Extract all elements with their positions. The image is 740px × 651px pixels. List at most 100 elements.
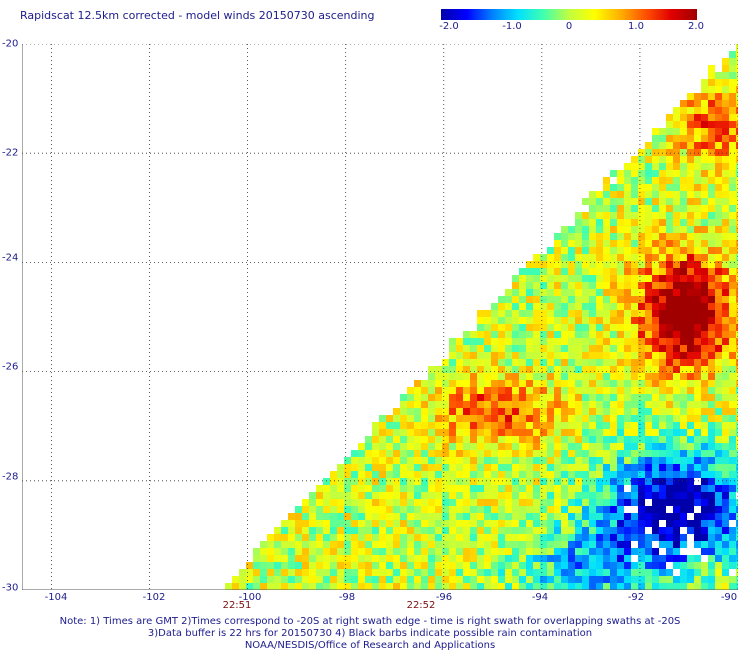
swath-cell [393, 471, 400, 478]
swath-cell [330, 485, 337, 492]
swath-cell [295, 555, 302, 562]
swath-cell [645, 436, 652, 443]
swath-cell [624, 163, 631, 170]
swath-cell [547, 499, 554, 506]
swath-cell [736, 289, 738, 296]
swath-cell [554, 296, 561, 303]
swath-cell [414, 457, 421, 464]
swath-cell [365, 436, 372, 443]
swath-cell [715, 457, 722, 464]
swath-cell [288, 534, 295, 541]
swath-cell [715, 282, 722, 289]
swath-cell [715, 205, 722, 212]
swath-cell [505, 317, 512, 324]
swath-cell [729, 359, 736, 366]
swath-cell [505, 338, 512, 345]
swath-cell [533, 275, 540, 282]
swath-cell [729, 79, 736, 86]
swath-cell [722, 352, 729, 359]
swath-cell [680, 114, 687, 121]
swath-cell [659, 303, 666, 310]
swath-cell [295, 534, 302, 541]
swath-cell [358, 583, 365, 590]
swath-cell [351, 450, 358, 457]
swath-cell [568, 240, 575, 247]
swath-cell [652, 352, 659, 359]
swath-cell [477, 583, 484, 590]
swath-cell [701, 443, 708, 450]
swath-cell [575, 471, 582, 478]
swath-cell [617, 478, 624, 485]
swath-cell [491, 583, 498, 590]
swath-cell [610, 275, 617, 282]
swath-cell [477, 492, 484, 499]
swath-cell [617, 527, 624, 534]
swath-cell [722, 310, 729, 317]
swath-cell [533, 534, 540, 541]
swath-cell [421, 520, 428, 527]
swath-cell [547, 338, 554, 345]
swath-cell [722, 65, 729, 72]
swath-cell [400, 499, 407, 506]
swath-cell [617, 296, 624, 303]
swath-cell [666, 485, 673, 492]
swath-cell [533, 422, 540, 429]
swath-cell [736, 219, 738, 226]
swath-cell [617, 506, 624, 513]
swath-cell [491, 506, 498, 513]
swath-cell [694, 163, 701, 170]
swath-cell [680, 226, 687, 233]
swath-cell [449, 485, 456, 492]
swath-cell [638, 436, 645, 443]
swath-cell [645, 184, 652, 191]
swath-cell [484, 429, 491, 436]
swath-cell [344, 548, 351, 555]
swath-cell [645, 303, 652, 310]
swath-cell [526, 359, 533, 366]
swath-cell [722, 464, 729, 471]
swath-cell [680, 198, 687, 205]
swath-cell [407, 478, 414, 485]
swath-cell [554, 471, 561, 478]
swath-cell [526, 366, 533, 373]
swath-cell [554, 331, 561, 338]
swath-cell [631, 289, 638, 296]
swath-cell [729, 464, 736, 471]
colorbar-label-neg1: -1.0 [502, 21, 522, 32]
swath-cell [715, 366, 722, 373]
swath-cell [505, 401, 512, 408]
swath-cell [701, 534, 708, 541]
swath-cell [589, 212, 596, 219]
swath-cell [722, 499, 729, 506]
swath-cell [463, 485, 470, 492]
swath-cell [456, 387, 463, 394]
swath-cell [519, 436, 526, 443]
swath-cell [309, 583, 316, 590]
swath-cell [554, 520, 561, 527]
swath-cell [603, 464, 610, 471]
swath-cell [687, 527, 694, 534]
swath-cell [603, 254, 610, 261]
swath-cell [638, 527, 645, 534]
swath-cell [715, 212, 722, 219]
swath-cell [694, 296, 701, 303]
swath-cell [351, 492, 358, 499]
swath-cell [491, 408, 498, 415]
swath-cell [582, 226, 589, 233]
swath-cell [442, 478, 449, 485]
swath-cell [512, 338, 519, 345]
swath-cell [575, 275, 582, 282]
swath-cell [379, 548, 386, 555]
swath-cell [603, 226, 610, 233]
swath-cell [344, 485, 351, 492]
swath-cell [666, 450, 673, 457]
swath-cell [666, 198, 673, 205]
swath-cell [638, 303, 645, 310]
swath-cell [610, 226, 617, 233]
swath-cell [722, 261, 729, 268]
swath-cell [477, 534, 484, 541]
swath-cell [736, 436, 738, 443]
swath-cell [603, 191, 610, 198]
swath-cell [344, 583, 351, 590]
swath-cell [442, 464, 449, 471]
